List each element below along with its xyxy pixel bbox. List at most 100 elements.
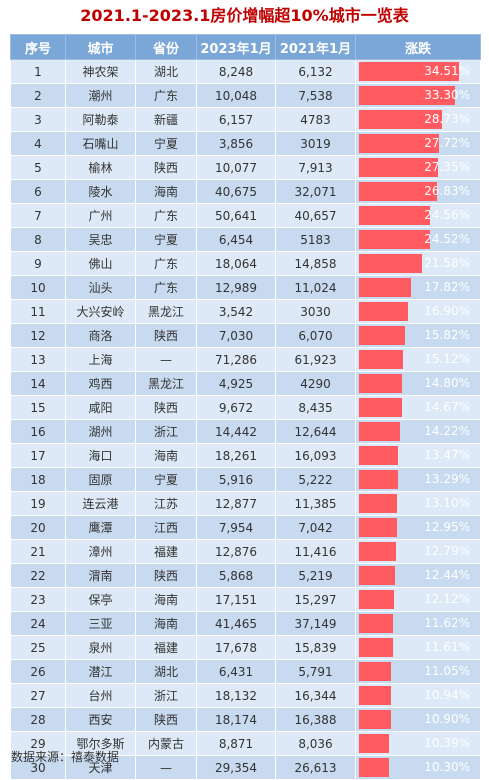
cell-province: 宁夏 [135,467,197,492]
change-value: 12.95% [424,520,470,534]
table-row: 27 台州 浙江 18,132 16,344 10.94% [10,683,481,708]
table-row: 23 保亭 海南 17,151 15,297 12.12% [10,587,481,612]
cell-city: 广州 [65,203,136,228]
cell-2023-jan: 10,077 [196,155,276,180]
change-bar [359,710,391,729]
header-row: 序号 城市 省份 2023年1月 2021年1月 涨跌 [10,34,481,60]
cell-province: 黑龙江 [135,371,197,396]
cell-change: 33.30% [355,83,481,108]
cell-province: 陕西 [135,707,197,732]
cell-city: 固原 [65,467,136,492]
change-value: 10.39% [424,736,470,750]
cell-2021-jan: 26,613 [275,755,356,780]
cell-city: 商洛 [65,323,136,348]
cell-city: 漳州 [65,539,136,564]
table-row: 13 上海 —71,286 61,923 15.12% [10,347,481,372]
table-row: 14 鸡西 黑龙江 4,925 4290 14.80% [10,371,481,396]
change-value: 11.62% [424,616,470,630]
cell-index: 20 [10,515,66,540]
cell-2023-jan: 12,876 [196,539,276,564]
cell-province: 黑龙江 [135,299,197,324]
cell-province: 浙江 [135,419,197,444]
cell-2023-jan: 6,157 [196,107,276,132]
change-value: 12.44% [424,568,470,582]
cell-city: 海口 [65,443,136,468]
change-bar [359,230,431,249]
cell-2023-jan: 3,856 [196,131,276,156]
cell-index: 7 [10,203,66,228]
cell-2023-jan: 18,064 [196,251,276,276]
table-row: 28 西安 陕西 18,174 16,388 10.90% [10,707,481,732]
cell-change: 10.39% [355,731,481,756]
cell-index: 13 [10,347,66,372]
header-2023-jan: 2023年1月 [196,34,276,60]
cell-city: 保亭 [65,587,136,612]
cell-2023-jan: 7,954 [196,515,276,540]
change-value: 14.22% [424,424,470,438]
cell-province: 陕西 [135,323,197,348]
change-bar [359,758,389,777]
cell-city: 阿勒泰 [65,107,136,132]
change-bar [359,566,396,585]
change-value: 34.51% [424,64,470,78]
cell-2021-jan: 5,219 [275,563,356,588]
cell-change: 34.51% [355,59,481,84]
table-row: 22 渭南 陕西 5,868 5,219 12.44% [10,563,481,588]
header-2021-jan: 2021年1月 [275,34,356,60]
cell-province: 福建 [135,539,197,564]
table-row: 10 汕头 广东 12,989 11,024 17.82% [10,275,481,300]
change-bar [359,158,439,177]
cell-province: 宁夏 [135,131,197,156]
cell-city: 连云港 [65,491,136,516]
cell-province: 湖北 [135,659,197,684]
table-row: 21 漳州 福建 12,876 11,416 12.79% [10,539,481,564]
header-province: 省份 [135,34,197,60]
change-value: 12.79% [424,544,470,558]
change-bar [359,446,399,465]
cell-change: 13.47% [355,443,481,468]
cell-province: 陕西 [135,155,197,180]
table-row: 20 鹰潭 江西 7,954 7,042 12.95% [10,515,481,540]
cell-province: 广东 [135,203,197,228]
change-value: 13.47% [424,448,470,462]
cell-province: 海南 [135,587,197,612]
change-value: 10.30% [424,760,470,774]
table-row: 24 三亚 海南 41,465 37,149 11.62% [10,611,481,636]
cell-index: 3 [10,107,66,132]
change-value: 11.61% [424,640,470,654]
change-bar [359,182,437,201]
cell-province: 海南 [135,611,197,636]
cell-change: 24.56% [355,203,481,228]
cell-city: 榆林 [65,155,136,180]
cell-2023-jan: 12,989 [196,275,276,300]
change-bar [359,62,459,81]
cell-province: 海南 [135,443,197,468]
cell-2023-jan: 18,132 [196,683,276,708]
cell-change: 12.44% [355,563,481,588]
table-row: 11 大兴安岭 黑龙江 3,542 3030 16.90% [10,299,481,324]
cell-2023-jan: 17,678 [196,635,276,660]
cell-2023-jan: 18,261 [196,443,276,468]
table-row: 4 石嘴山 宁夏 3,856 3019 27.72% [10,131,481,156]
change-bar [359,422,401,441]
cell-province: 内蒙古 [135,731,197,756]
change-bar [359,134,440,153]
change-value: 33.30% [424,88,470,102]
cell-change: 11.62% [355,611,481,636]
cell-2021-jan: 32,071 [275,179,356,204]
data-source-note: 数据来源：禧泰数据 [11,750,120,764]
change-value: 11.05% [424,664,470,678]
cell-2023-jan: 12,877 [196,491,276,516]
cell-2021-jan: 4783 [275,107,356,132]
header-change: 涨跌 [355,34,481,60]
cell-province: 海南 [135,179,197,204]
cell-index: 5 [10,155,66,180]
cell-province: 湖北 [135,59,197,84]
change-bar [359,686,391,705]
cell-change: 26.83% [355,179,481,204]
cell-2023-jan: 8,871 [196,731,276,756]
cell-2021-jan: 8,036 [275,731,356,756]
cell-index: 18 [10,467,66,492]
cell-2023-jan: 7,030 [196,323,276,348]
change-bar [359,398,402,417]
